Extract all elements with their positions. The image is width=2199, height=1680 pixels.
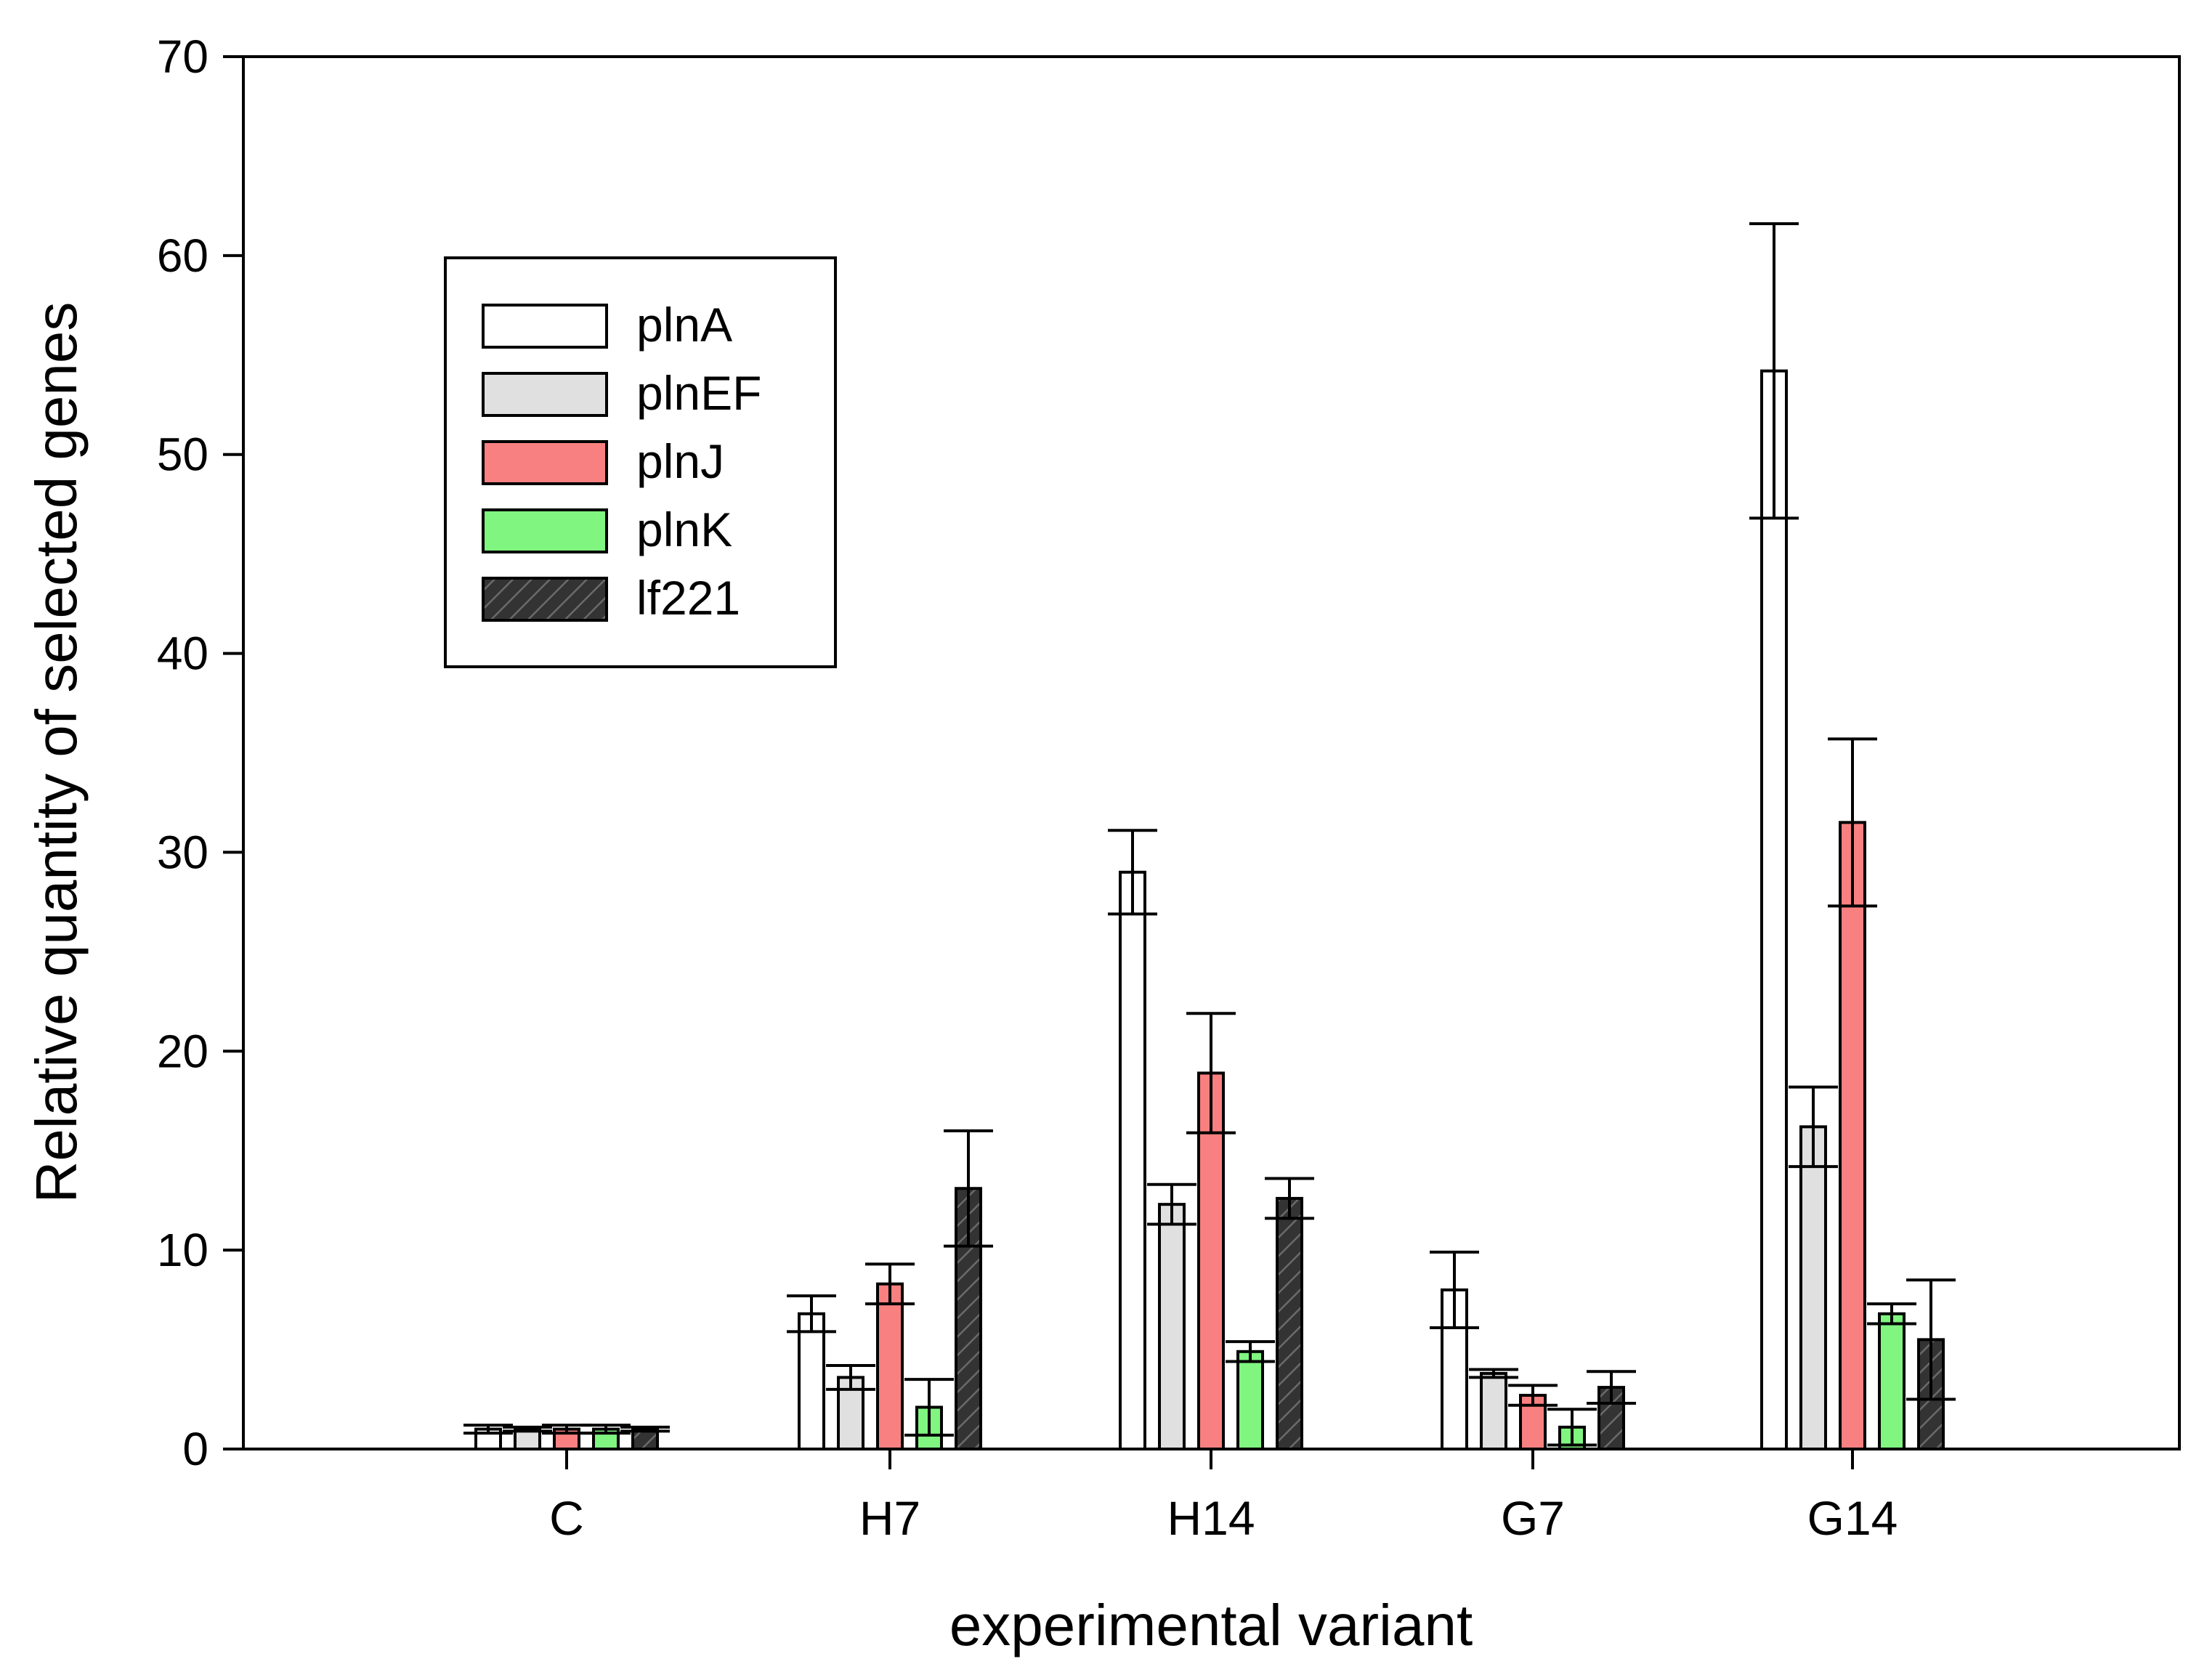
y-tick-label: 10 [157,1224,208,1276]
bar-plnJ-H7 [876,1282,904,1451]
legend-label-lf221: lf221 [636,571,740,625]
bars [463,222,1956,1451]
plot-frame [242,55,2181,1450]
bar-plnJ-G14 [1839,821,1866,1450]
bar-plnK-H14 [1236,1350,1264,1451]
y-tick-label: 60 [157,230,208,282]
y-tick-label: 20 [157,1025,208,1077]
bar-plnEF-H14 [1158,1203,1186,1451]
legend-swatch-plnA [482,304,608,349]
x-tick-label: G14 [1807,1491,1898,1545]
legend-swatch-plnEF [482,372,608,417]
y-tick-label: 70 [157,31,208,83]
bar-plnEF-G7 [1480,1371,1507,1451]
x-tick-label: H7 [859,1491,920,1545]
bar-lf221-H14 [1276,1196,1303,1450]
x-tick-label: G7 [1501,1491,1565,1545]
x-axis-title: experimental variant [949,1593,1473,1657]
legend-label-plnA: plnA [636,298,732,352]
x-tick-label: H14 [1167,1491,1255,1545]
y-tick-label: 40 [157,628,208,680]
y-axis-title: Relative quantity of selected genes [24,302,89,1204]
bar-plnEF-G14 [1799,1125,1827,1450]
legend-swatch-lf221 [482,577,608,622]
legend-label-plnJ: plnJ [636,434,724,488]
y-tick-label: 30 [157,826,208,878]
bar-plnA-G14 [1760,369,1788,1450]
y-tick-label: 0 [182,1423,208,1475]
x-tick-label: C [549,1491,584,1545]
y-axis-ticks: 0 10 20 30 40 50 60 70 [157,31,243,1475]
legend-label-plnK: plnK [636,503,732,556]
bar-plnK-G14 [1878,1312,1906,1450]
bar-plnA-H14 [1119,870,1146,1451]
y-tick-label: 50 [157,429,208,481]
bar-plnA-H7 [798,1312,825,1450]
legend-label-plnEF: plnEF [636,366,761,420]
legend: plnA plnEF plnJ plnK lf221 [444,256,837,668]
bar-plnJ-H14 [1197,1071,1225,1451]
legend-swatch-plnJ [482,440,608,485]
legend-swatch-plnK [482,508,608,553]
x-axis-labels: C H7 H14 G7 G14 [549,1449,1898,1545]
